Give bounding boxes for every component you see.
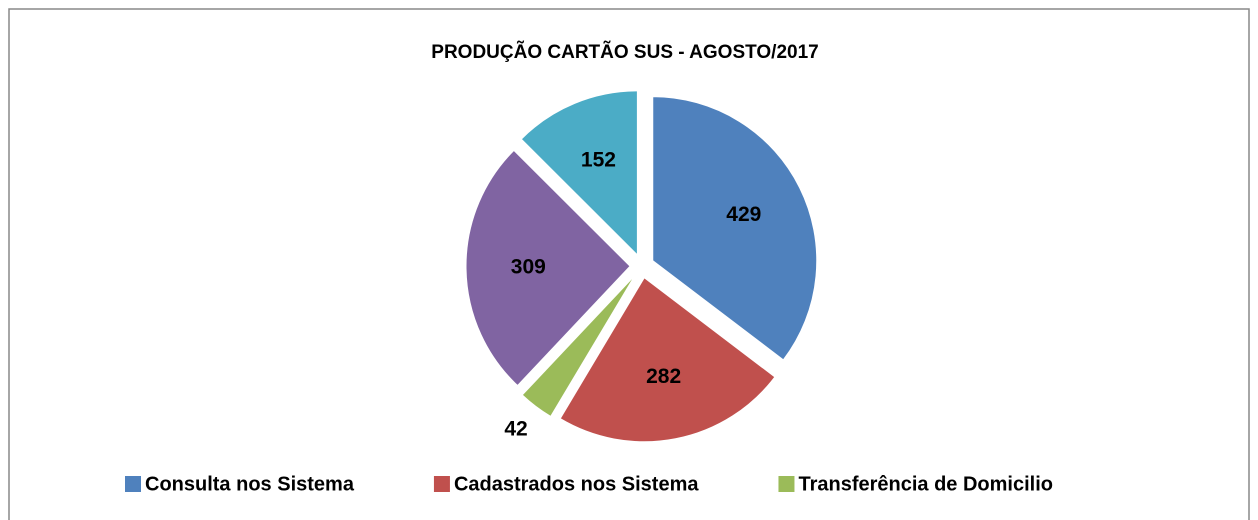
data-label: 282 — [646, 365, 681, 388]
chart-title: PRODUÇÃO CARTÃO SUS - AGOSTO/2017 — [431, 41, 818, 63]
legend-label: Consulta nos Sistema — [145, 473, 355, 495]
legend-swatch — [778, 476, 795, 492]
pie-slice — [465, 149, 631, 387]
data-label: 309 — [511, 255, 546, 278]
data-label: 152 — [581, 149, 616, 172]
legend-label: Transferência de Domicilio — [798, 473, 1053, 495]
pie-slice — [652, 96, 818, 361]
legend-swatch — [125, 476, 141, 492]
pie-slice — [521, 275, 636, 418]
pie-slice — [520, 90, 638, 257]
pie-slice — [559, 277, 776, 443]
data-label: 42 — [504, 418, 527, 441]
legend-label: Cadastrados nos Sistema — [454, 473, 699, 495]
data-label: 429 — [726, 203, 761, 226]
legend-swatch — [433, 476, 450, 492]
